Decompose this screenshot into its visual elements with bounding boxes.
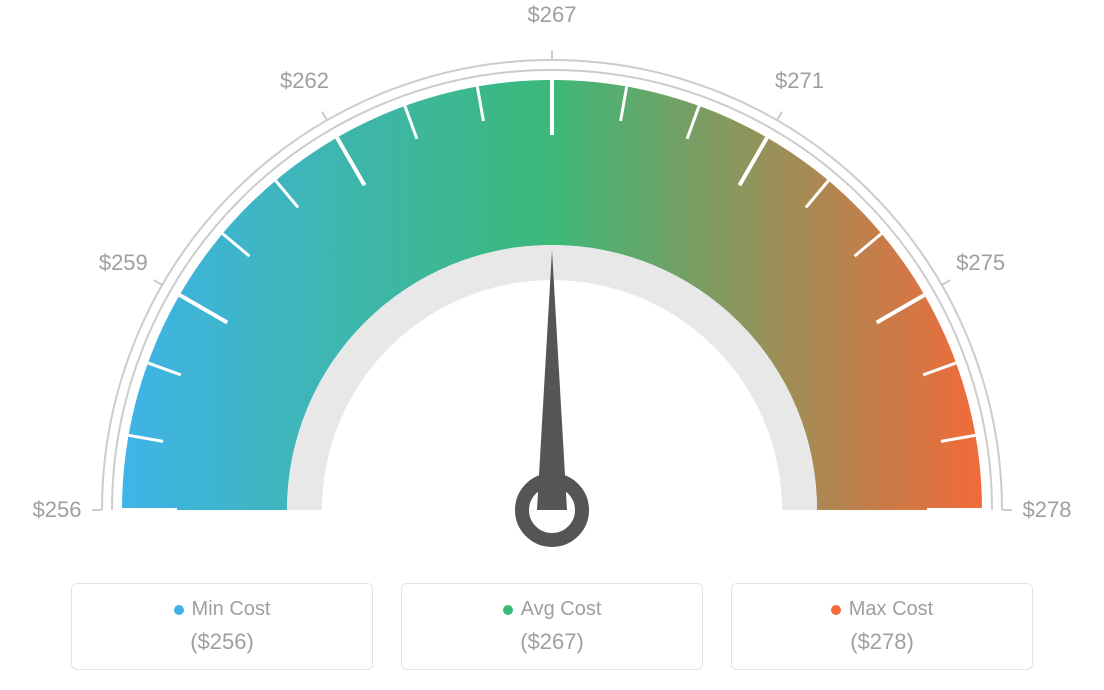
gauge-tick-label: $256 [33,497,82,523]
gauge-tick-label: $262 [280,68,329,94]
chart-root: $256 $259 $262 $267 $271 $275 $278 Min Cost ($… [0,0,1104,690]
legend-avg-value: ($267) [402,629,702,655]
gauge-chart: $256 $259 $262 $267 $271 $275 $278 [0,0,1104,570]
legend-max-box: Max Cost ($278) [731,583,1033,670]
gauge-tick-label: $259 [99,250,148,276]
gauge-tick-label: $271 [775,68,824,94]
legend-max-header: Max Cost [732,598,1032,621]
legend-min-header: Min Cost [72,598,372,621]
gauge-tick-label: $267 [528,2,577,28]
legend-avg-label: Avg Cost [521,598,602,621]
legend-max-label: Max Cost [849,598,933,621]
min-dot-icon [174,605,184,615]
legend-min-box: Min Cost ($256) [71,583,373,670]
max-dot-icon [831,605,841,615]
gauge-tick-label: $275 [956,250,1005,276]
legend-avg-header: Avg Cost [402,598,702,621]
legend-min-value: ($256) [72,629,372,655]
avg-dot-icon [503,605,513,615]
legend-max-value: ($278) [732,629,1032,655]
legend-avg-box: Avg Cost ($267) [401,583,703,670]
gauge-tick-label: $278 [1023,497,1072,523]
legend-min-label: Min Cost [192,598,271,621]
legend-row: Min Cost ($256) Avg Cost ($267) Max Cost… [0,583,1104,670]
